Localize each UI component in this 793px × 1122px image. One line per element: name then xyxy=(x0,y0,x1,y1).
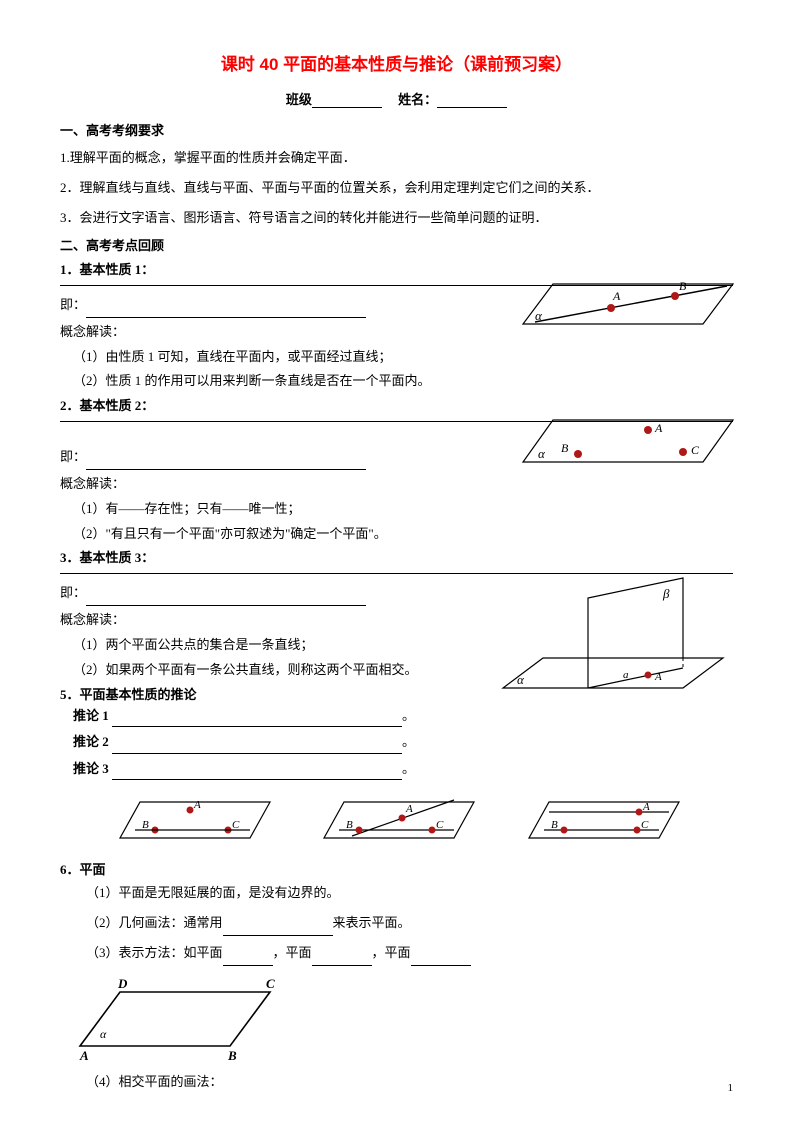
p3c: ，平面 xyxy=(372,945,411,960)
section1-heading: 一、高考考纲要求 xyxy=(60,120,733,139)
s1-p2: 2．理解直线与直线、直线与平面、平面与平面的位置关系，会利用定理判定它们之间的关… xyxy=(60,175,733,201)
svg-text:A: A xyxy=(193,799,201,811)
c3-blank[interactable] xyxy=(112,766,402,780)
plane-p3: （3）表示方法：如平面 ，平面 ，平面 xyxy=(86,940,733,966)
prop1-r1: （1）由性质 1 可知，直线在平面内，或平面经过直线； xyxy=(60,347,733,368)
diagram-prop1: A B α xyxy=(483,266,743,344)
svg-text:A: A xyxy=(654,421,663,435)
svg-text:D: D xyxy=(117,976,128,991)
prop3-title: 3．基本性质 3： xyxy=(60,548,733,569)
svg-text:B: B xyxy=(561,441,569,455)
plane-p4: （4）相交平面的画法： xyxy=(86,1072,733,1093)
svg-text:A: A xyxy=(654,671,662,683)
svg-text:B: B xyxy=(142,819,149,831)
ji-label: 即： xyxy=(60,585,86,600)
diagram-prop2: A B C α xyxy=(483,402,743,480)
prop1-blank[interactable] xyxy=(86,304,366,318)
p2a: （2）几何画法：通常用 xyxy=(86,915,223,930)
page-title: 课时 40 平面的基本性质与推论（课前预习案） xyxy=(60,50,733,75)
class-label: 班级 xyxy=(286,92,312,107)
prop2-blank[interactable] xyxy=(86,456,366,470)
c2-label: 推论 2 xyxy=(73,734,109,749)
svg-text:C: C xyxy=(232,819,240,831)
s1-p1: 1.理解平面的概念，掌握平面的性质并会确定平面． xyxy=(60,145,733,171)
c3-label: 推论 3 xyxy=(73,761,109,776)
plane-p1: （1）平面是无限延展的面，是没有边界的。 xyxy=(86,880,733,906)
svg-text:β: β xyxy=(662,586,670,601)
p2b: 来表示平面。 xyxy=(333,915,411,930)
plane-title: 6．平面 xyxy=(60,860,733,881)
svg-text:A: A xyxy=(405,803,413,815)
section2-heading: 二、高考考点回顾 xyxy=(60,235,733,254)
prop2-r2: （2）"有且只有一个平面"亦可叙述为"确定一个平面"。 xyxy=(60,524,733,545)
prop2-r1: （1）有——存在性；只有——唯一性； xyxy=(60,499,733,520)
label-A: A xyxy=(612,289,621,303)
svg-text:α: α xyxy=(517,672,525,687)
diagram-c2: A B C xyxy=(304,788,488,850)
name-label: 姓名： xyxy=(398,92,437,107)
svg-text:B: B xyxy=(346,819,353,831)
prop3-blank[interactable] xyxy=(86,592,366,606)
p3a: （3）表示方法：如平面 xyxy=(86,945,223,960)
ji-label: 即： xyxy=(60,297,86,312)
svg-text:C: C xyxy=(436,819,444,831)
svg-text:α: α xyxy=(538,446,546,461)
svg-text:C: C xyxy=(691,443,700,457)
svg-text:A: A xyxy=(642,801,650,813)
name-blank[interactable] xyxy=(437,94,507,108)
ji-label: 即： xyxy=(60,449,86,464)
page-number: 1 xyxy=(728,1082,734,1094)
class-blank[interactable] xyxy=(312,94,382,108)
p2-blank[interactable] xyxy=(223,922,333,936)
svg-text:C: C xyxy=(641,819,649,831)
p3-blank2[interactable] xyxy=(312,952,372,966)
diagram-c1: A B C xyxy=(100,788,284,850)
diagram-c3: A B C xyxy=(509,788,693,850)
svg-text:A: A xyxy=(79,1048,89,1062)
corollary-diagrams: A B C A B C A B C xyxy=(100,788,693,850)
p3b: ，平面 xyxy=(273,945,312,960)
header-row: 班级 姓名： xyxy=(60,89,733,108)
diagram-plane-abcd: A B C D α xyxy=(60,972,733,1062)
c2-blank[interactable] xyxy=(112,740,402,754)
svg-text:α: α xyxy=(100,1027,107,1041)
plane-p2: （2）几何画法：通常用 来表示平面。 xyxy=(86,910,733,936)
c1-blank[interactable] xyxy=(112,713,402,727)
svg-text:B: B xyxy=(227,1048,237,1062)
label-alpha: α xyxy=(535,308,543,323)
p3-blank1[interactable] xyxy=(223,952,273,966)
corollary3: 推论 3 。 xyxy=(60,758,733,780)
svg-text:B: B xyxy=(551,819,558,831)
label-B: B xyxy=(679,279,687,293)
corollary2: 推论 2 。 xyxy=(60,731,733,753)
c1-label: 推论 1 xyxy=(73,708,109,723)
p3-blank3[interactable] xyxy=(411,952,471,966)
svg-text:a: a xyxy=(623,669,629,681)
diagram-prop3: A a α β xyxy=(493,568,743,718)
s1-p3: 3．会进行文字语言、图形语言、符号语言之间的转化并能进行一些简单问题的证明． xyxy=(60,205,733,231)
prop1-r2: （2）性质 1 的作用可以用来判断一条直线是否在一个平面内。 xyxy=(60,371,733,392)
svg-text:C: C xyxy=(266,976,275,991)
